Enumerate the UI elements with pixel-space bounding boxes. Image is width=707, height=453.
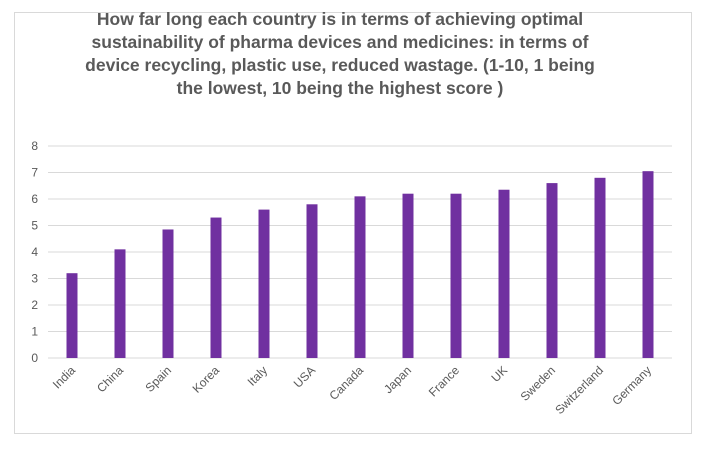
bar-italy [258, 209, 270, 358]
y-tick-label: 5 [31, 219, 38, 233]
bar-switzerland [594, 177, 606, 358]
y-tick-label: 2 [31, 298, 38, 312]
y-tick-label: 1 [31, 325, 38, 339]
bars [66, 171, 654, 358]
y-tick-label: 6 [31, 192, 38, 206]
x-tick-label: Canada [326, 363, 366, 403]
bar-usa [306, 204, 318, 358]
y-tick-label: 8 [31, 139, 38, 153]
x-tick-label: France [426, 363, 463, 400]
x-tick-label: Italy [245, 363, 270, 388]
chart-title: How far long each country is in terms of… [40, 8, 640, 100]
bar-france [450, 193, 462, 358]
bar-china [114, 249, 126, 358]
y-tick-label: 4 [31, 245, 38, 259]
bar-spain [162, 229, 174, 358]
x-tick-label: UK [488, 363, 510, 385]
bar-sweden [546, 183, 558, 358]
chart-title-line-1: How far long each country is in terms of… [96, 9, 584, 29]
x-tick-label: Switzerland [552, 363, 606, 417]
bar-india [66, 273, 78, 358]
chart-frame [14, 12, 692, 434]
x-tick-label: Japan [381, 363, 414, 396]
bar-korea [210, 217, 222, 358]
x-tick-label: Sweden [518, 363, 559, 404]
x-tick-label: Spain [143, 363, 175, 395]
y-tick-label: 0 [31, 351, 38, 365]
bar-germany [642, 171, 654, 358]
x-tick-label: China [94, 363, 126, 395]
x-tick-label: India [50, 363, 79, 392]
x-tick-label: Korea [190, 363, 223, 396]
y-axis-labels: 0 1 2 3 4 5 6 7 8 [31, 139, 38, 365]
bar-japan [402, 193, 414, 358]
x-tick-label: Germany [609, 363, 654, 408]
y-tick-label: 7 [31, 166, 38, 180]
x-tick-label: USA [291, 363, 318, 390]
chart-title-line-4: the lowest, 10 being the highest score ) [176, 78, 504, 98]
chart-title-line-2: sustainability of pharma devices and med… [91, 32, 589, 52]
chart-title-line-3: device recycling, plastic use, reduced w… [85, 55, 595, 75]
bar-canada [354, 196, 366, 358]
y-tick-label: 3 [31, 272, 38, 286]
x-axis-labels: India China Spain Korea Italy USA Canada Japan F… [50, 363, 654, 417]
bar-uk [498, 189, 510, 358]
